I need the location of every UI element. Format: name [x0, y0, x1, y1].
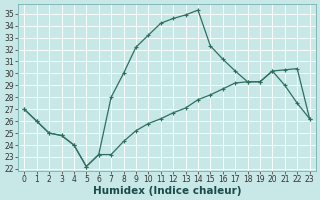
X-axis label: Humidex (Indice chaleur): Humidex (Indice chaleur)	[93, 186, 241, 196]
